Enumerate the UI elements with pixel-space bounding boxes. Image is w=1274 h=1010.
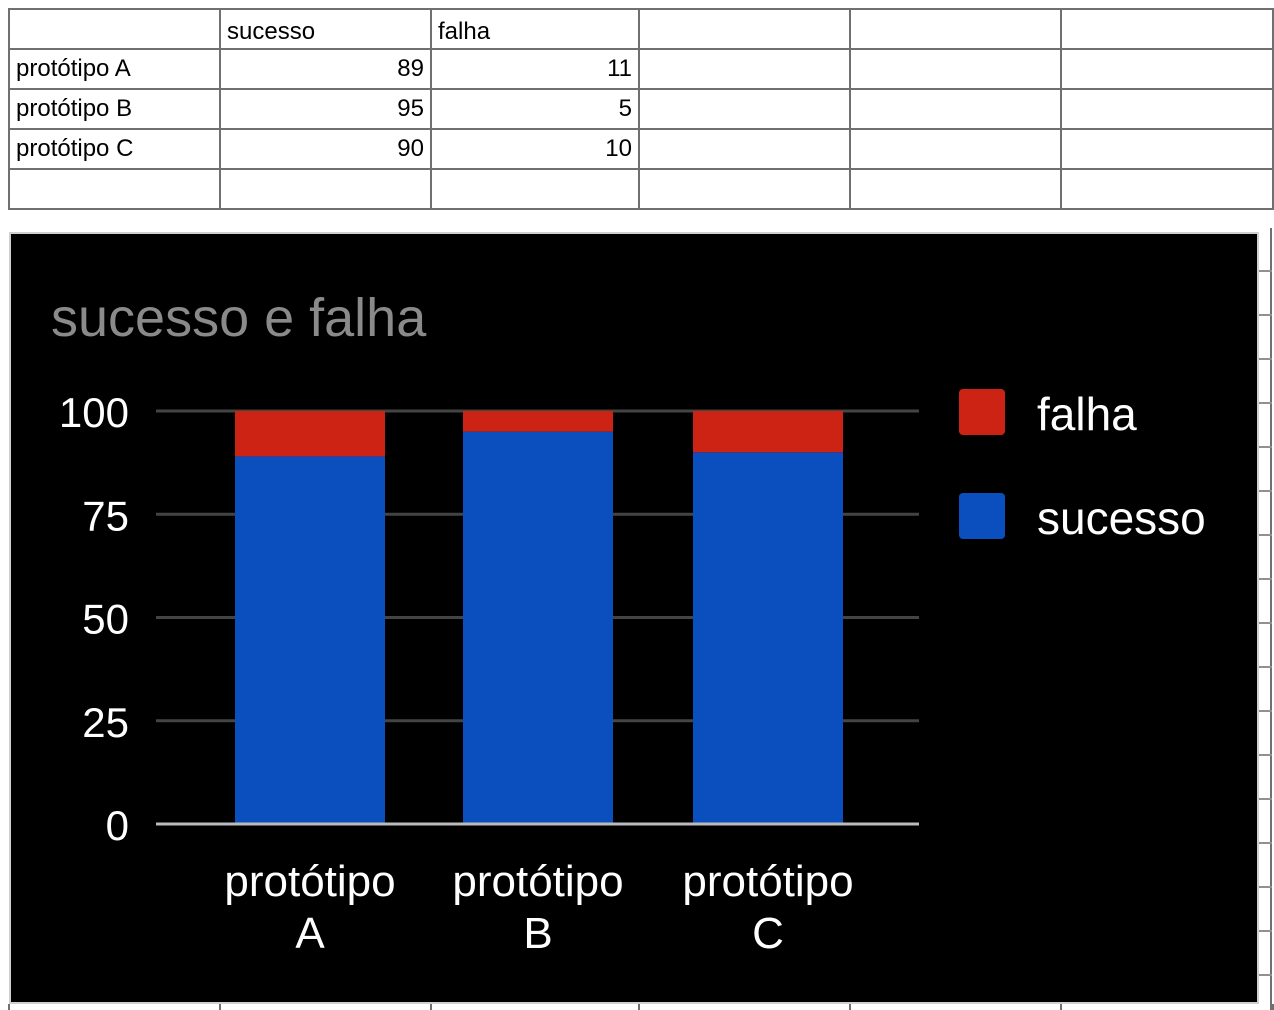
cell-value[interactable]: 5 <box>430 88 640 130</box>
y-tick-label: 25 <box>82 699 129 746</box>
sheet-row-line <box>1259 534 1272 536</box>
sheet-column-line <box>1272 1004 1274 1010</box>
sheet-row-line <box>1259 622 1272 624</box>
sheet-row-line <box>1259 490 1272 492</box>
legend-swatch-sucesso <box>959 493 1005 539</box>
cell-header-falha[interactable]: falha <box>430 8 640 50</box>
cell-label[interactable]: protótipo A <box>8 48 221 90</box>
bar-falha <box>463 411 613 432</box>
bar-sucesso <box>693 452 843 824</box>
table-row <box>8 168 1274 210</box>
cell-empty[interactable] <box>849 48 1062 90</box>
x-tick-label-line: protótipo <box>682 857 853 906</box>
sheet-row-line <box>1259 578 1272 580</box>
table-row: protótipo B 95 5 <box>8 88 1274 130</box>
cell-value[interactable]: 89 <box>219 48 432 90</box>
cell-label[interactable]: protótipo B <box>8 88 221 130</box>
cell-empty[interactable] <box>1060 8 1274 50</box>
cell-empty[interactable] <box>849 168 1062 210</box>
sheet-column-line <box>430 1004 432 1010</box>
x-tick-label-line: protótipo <box>224 857 395 906</box>
sheet-row-line <box>1259 270 1272 272</box>
cell-value[interactable]: 90 <box>219 128 432 170</box>
sheet-row-line <box>1259 974 1272 976</box>
sheet-column-line <box>8 1004 10 1010</box>
x-tick-label: protótipo B <box>452 857 623 958</box>
spreadsheet-grid: sucesso falha protótipo A 89 11 protótip… <box>8 8 1274 210</box>
cell-empty[interactable] <box>1060 168 1274 210</box>
cell-empty[interactable] <box>638 8 851 50</box>
table-row: protótipo C 90 10 <box>8 128 1274 170</box>
sheet-column-line <box>638 1004 640 1010</box>
sheet-row-line <box>1259 710 1272 712</box>
y-tick-label: 50 <box>82 596 129 643</box>
x-tick-label-line: B <box>523 909 552 958</box>
bars <box>235 411 843 824</box>
cell-empty[interactable] <box>1060 128 1274 170</box>
sheet-row-line <box>1259 886 1272 888</box>
y-tick-label: 100 <box>59 389 129 436</box>
sheet-row-line <box>1259 842 1272 844</box>
cell-empty[interactable] <box>638 48 851 90</box>
bar-sucesso <box>463 431 613 824</box>
legend-label-falha: falha <box>1037 388 1137 440</box>
sheet-row-line <box>1259 446 1272 448</box>
table-row: protótipo A 89 11 <box>8 48 1274 90</box>
cell-header-sucesso[interactable]: sucesso <box>219 8 432 50</box>
sheet-column-line <box>219 1004 221 1010</box>
x-tick-label: protótipo A <box>224 857 395 958</box>
sheet-row-line <box>1259 930 1272 932</box>
bar-falha <box>693 411 843 453</box>
cell-empty[interactable] <box>638 128 851 170</box>
sheet-column-line <box>1270 228 1272 1010</box>
x-tick-label-line: protótipo <box>452 857 623 906</box>
sheet-column-line <box>1060 1004 1062 1010</box>
sheet-row-line <box>1259 666 1272 668</box>
legend: falha sucesso <box>959 388 1206 544</box>
cell-empty[interactable] <box>1060 88 1274 130</box>
cell-empty[interactable] <box>638 88 851 130</box>
cell-value[interactable]: 11 <box>430 48 640 90</box>
sheet-column-line <box>849 1004 851 1010</box>
cell-empty[interactable] <box>638 168 851 210</box>
cell-empty[interactable] <box>430 168 640 210</box>
sheet-row-line <box>1259 798 1272 800</box>
cell-empty[interactable] <box>219 168 432 210</box>
legend-label-sucesso: sucesso <box>1037 492 1206 544</box>
sheet-row-line <box>1259 754 1272 756</box>
bar-falha <box>235 411 385 457</box>
x-tick-label-line: A <box>295 909 325 958</box>
sheet-row-line <box>1259 358 1272 360</box>
chart-title: sucesso e falha <box>51 288 427 348</box>
legend-swatch-falha <box>959 389 1005 435</box>
cell-value[interactable]: 95 <box>219 88 432 130</box>
x-tick-label-line: C <box>752 909 784 958</box>
cell-empty[interactable] <box>849 128 1062 170</box>
cell-empty[interactable] <box>849 8 1062 50</box>
cell-value[interactable]: 10 <box>430 128 640 170</box>
cell-empty[interactable] <box>849 88 1062 130</box>
header-row: sucesso falha <box>8 8 1274 50</box>
x-tick-label: protótipo C <box>682 857 853 958</box>
cell-header-0[interactable] <box>8 8 221 50</box>
y-tick-label: 75 <box>82 492 129 539</box>
bar-sucesso <box>235 456 385 824</box>
sheet-row-line <box>1259 402 1272 404</box>
cell-label[interactable]: protótipo C <box>8 128 221 170</box>
y-tick-label: 0 <box>106 802 129 849</box>
sheet-row-line <box>1259 314 1272 316</box>
cell-empty[interactable] <box>1060 48 1274 90</box>
cell-empty[interactable] <box>8 168 221 210</box>
